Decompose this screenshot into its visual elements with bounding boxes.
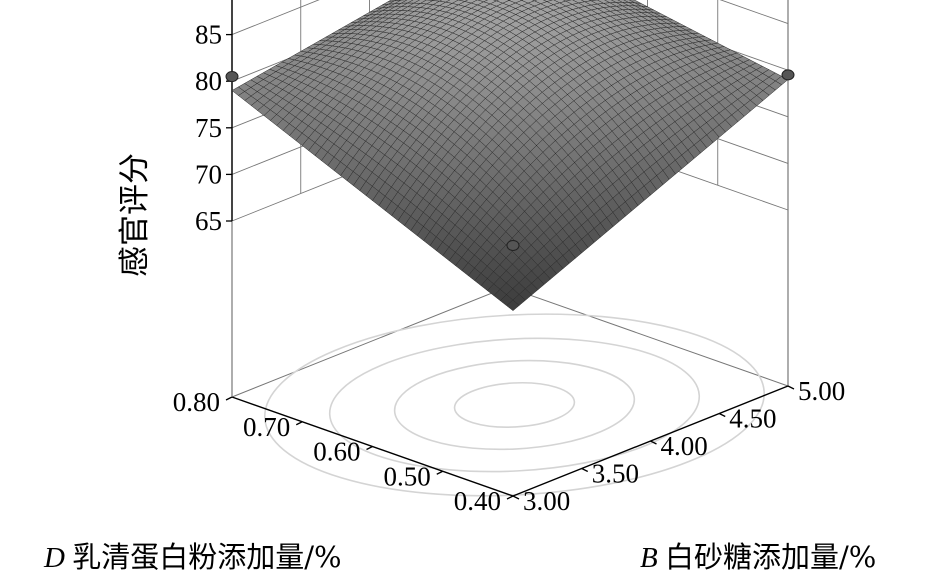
d-tick-label: 0.70	[243, 412, 290, 442]
z-tick-label: 80	[195, 66, 222, 96]
d-tick-mark	[506, 495, 514, 500]
b-tick-mark	[718, 412, 726, 418]
z-tick-label: 65	[195, 206, 222, 236]
contour-line	[328, 337, 701, 473]
b-axis-var: B	[640, 542, 665, 574]
d-tick-label: 0.60	[313, 437, 360, 467]
contour-line	[263, 313, 765, 497]
z-tick-label: 70	[195, 159, 222, 189]
surface-cell	[506, 299, 520, 312]
floor-contours	[263, 313, 765, 497]
contour-line	[393, 359, 636, 451]
d-tick-mark	[436, 470, 444, 475]
b-tick-mark	[512, 495, 520, 500]
d-tick-label: 0.50	[384, 461, 431, 491]
z-axis-title: 感官评分	[117, 153, 153, 277]
b-tick-mark	[650, 440, 657, 445]
design-point	[506, 239, 520, 251]
d-tick-mark	[295, 421, 303, 426]
contour-line	[453, 381, 576, 428]
b-tick-label: 4.00	[661, 431, 708, 461]
b-tick-label: 5.00	[798, 376, 845, 406]
z-tick-label: 85	[195, 20, 222, 50]
b-axis-label: 白砂糖添加量/%	[665, 540, 876, 574]
b-tick-label: 4.50	[729, 404, 776, 434]
d-tick-label: 0.40	[454, 486, 501, 516]
design-point	[225, 71, 239, 83]
d-tick-mark	[225, 396, 233, 401]
d-tick-mark	[366, 445, 373, 451]
design-point	[781, 69, 795, 81]
floor-axes: 0.80 0.70 0.60 0.50 0.40 3.00 3.50 4.00 4.50 5.00	[173, 376, 846, 516]
d-tick-label: 0.80	[173, 387, 220, 417]
z-tick-label: 75	[195, 113, 222, 143]
b-tick-mark	[581, 467, 589, 473]
design-points	[225, 69, 795, 251]
d-axis-var: D	[43, 542, 72, 574]
response-surface	[231, 0, 789, 312]
d-axis-title: D 乳清蛋白粉添加量/%	[43, 540, 342, 574]
d-axis-label: 乳清蛋白粉添加量/%	[72, 540, 341, 574]
b-axis-title: B 白砂糖添加量/%	[640, 540, 876, 574]
z-tick-label: 90	[195, 0, 222, 3]
b-tick-mark	[787, 385, 795, 390]
b-tick-label: 3.00	[523, 486, 570, 516]
b-tick-label: 3.50	[592, 459, 639, 489]
